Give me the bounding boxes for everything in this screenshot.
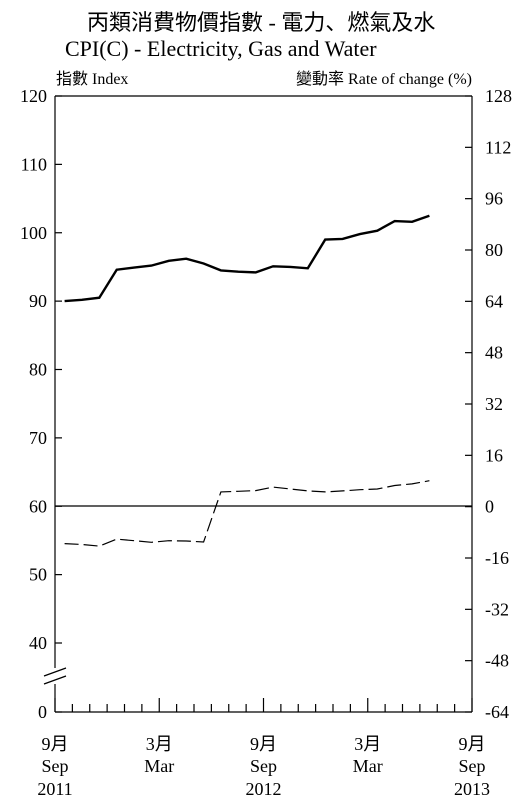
chart-title-zh: 丙類消費物價指數 - 電力、燃氣及水 bbox=[87, 10, 435, 35]
right-tick-label: 128 bbox=[485, 86, 512, 106]
left-tick-label: 110 bbox=[21, 154, 47, 174]
right-tick-label: -16 bbox=[485, 548, 509, 568]
left-tick-label: 60 bbox=[29, 496, 47, 516]
left-axis-label: 指數 Index bbox=[56, 70, 128, 88]
axis-break-marks bbox=[43, 667, 67, 685]
right-axis-label: 變動率 Rate of change (%) bbox=[296, 70, 472, 88]
right-tick-label: 80 bbox=[485, 240, 503, 260]
right-tick-label: 112 bbox=[485, 137, 511, 157]
x-label-zh: 9月 bbox=[42, 734, 69, 754]
right-tick-label: 16 bbox=[485, 445, 503, 465]
x-label-zh: 9月 bbox=[459, 734, 486, 754]
left-tick-label: 90 bbox=[29, 291, 47, 311]
left-tick-label: 0 bbox=[38, 702, 47, 722]
series-layer bbox=[64, 214, 430, 547]
axis-break-mark-2 bbox=[43, 675, 67, 685]
x-label-en: Sep bbox=[42, 756, 69, 776]
x-label-year: 2013 bbox=[454, 779, 490, 799]
chart-title-en: CPI(C) - Electricity, Gas and Water bbox=[65, 36, 377, 61]
right-tick-label: 0 bbox=[485, 497, 494, 517]
right-tick-label: -48 bbox=[485, 651, 509, 671]
right-tick-label: 32 bbox=[485, 394, 503, 414]
left-axis-ticks: 0 40 50 60 70 80 90 100 110 120 bbox=[20, 86, 62, 722]
x-label-zh: 9月 bbox=[250, 734, 277, 754]
x-axis-ticks bbox=[54, 698, 473, 712]
x-label-zh: 3月 bbox=[146, 734, 173, 754]
rate-of-change-line bbox=[64, 480, 430, 547]
x-label-year: 2011 bbox=[37, 779, 72, 799]
x-label-en: Mar bbox=[144, 756, 174, 776]
left-tick-label: 70 bbox=[29, 428, 47, 448]
right-tick-label: -32 bbox=[485, 599, 509, 619]
right-tick-label: 48 bbox=[485, 343, 503, 363]
left-tick-label: 40 bbox=[29, 633, 47, 653]
x-label-en: Sep bbox=[459, 756, 486, 776]
right-tick-label: 64 bbox=[485, 291, 503, 311]
x-label-zh: 3月 bbox=[354, 734, 381, 754]
plot-frame bbox=[54, 95, 473, 713]
left-tick-label: 50 bbox=[29, 565, 47, 585]
axis-break-mark-1 bbox=[43, 667, 67, 677]
index-line bbox=[64, 214, 430, 303]
x-label-en: Sep bbox=[250, 756, 277, 776]
x-label-year: 2012 bbox=[246, 779, 282, 799]
left-tick-label: 100 bbox=[20, 223, 47, 243]
x-label-en: Mar bbox=[353, 756, 383, 776]
right-tick-label: 96 bbox=[485, 189, 503, 209]
right-tick-label: -64 bbox=[485, 702, 509, 722]
left-tick-label: 120 bbox=[20, 86, 47, 106]
right-axis-ticks: -64 -48 -32 -16 0 16 32 48 64 80 96 112 128 bbox=[465, 86, 512, 722]
left-tick-label: 80 bbox=[29, 360, 47, 380]
